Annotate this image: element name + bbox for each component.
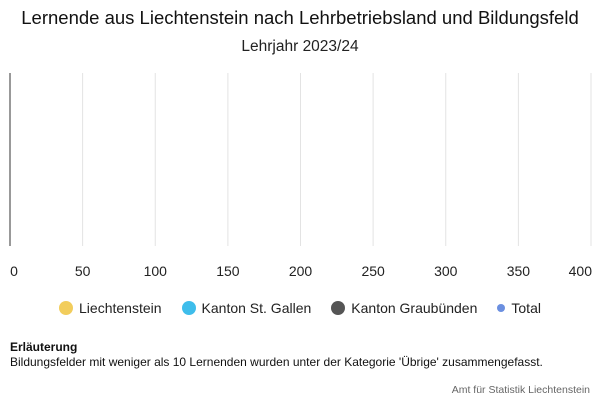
legend-label: Total <box>511 300 541 316</box>
legend-label: Liechtenstein <box>79 300 162 316</box>
legend-label: Kanton Graubünden <box>351 300 478 316</box>
note-heading: Erläuterung <box>10 340 78 354</box>
note-text: Bildungsfelder mit weniger als 10 Lernen… <box>10 355 543 369</box>
chart-subtitle: Lehrjahr 2023/24 <box>241 38 359 55</box>
legend-item[interactable]: Kanton St. Gallen <box>181 300 312 316</box>
x-tick-label: 150 <box>216 263 240 279</box>
x-tick-label: 350 <box>507 263 531 279</box>
x-tick-label: 250 <box>361 263 385 279</box>
x-tick-label: 0 <box>10 263 18 279</box>
legend-swatch <box>331 301 346 315</box>
x-tick-label: 100 <box>144 263 168 279</box>
legend-item[interactable]: Total <box>497 300 541 316</box>
x-tick-label: 300 <box>434 263 458 279</box>
legend-item[interactable]: Kanton Graubünden <box>331 300 477 316</box>
x-tick-label: 50 <box>75 263 91 279</box>
chart-legend: Liechtenstein Kanton St. Gallen Kanton Gra… <box>0 300 600 316</box>
legend-swatch <box>497 304 506 312</box>
legend-label: Kanton St. Gallen <box>201 300 312 316</box>
legend-swatch <box>181 301 196 315</box>
x-tick-label: 200 <box>289 263 313 279</box>
legend-swatch <box>59 301 74 315</box>
x-tick-label: 400 <box>569 263 593 279</box>
legend-item[interactable]: Liechtenstein <box>59 300 162 316</box>
source-credit: Amt für Statistik Liechtenstein <box>451 384 590 396</box>
chart-title: Lernende aus Liechtenstein nach Lehrbetr… <box>21 7 579 28</box>
